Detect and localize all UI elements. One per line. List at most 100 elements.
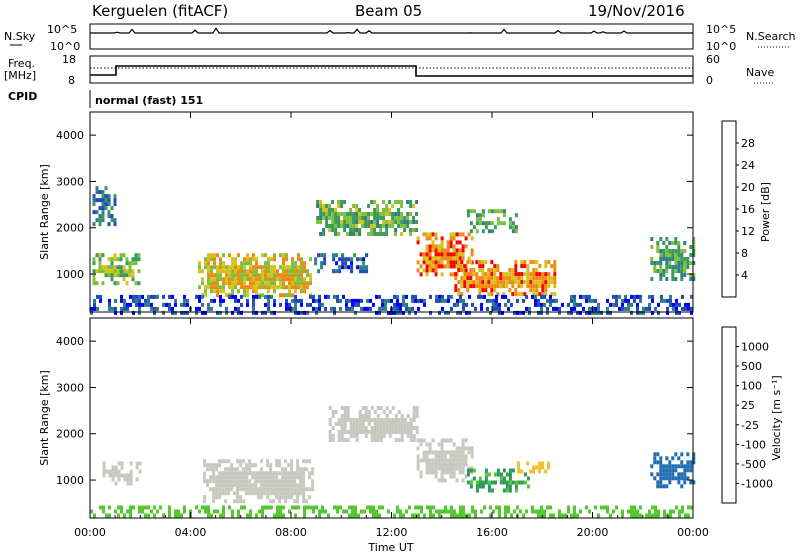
heatmap-cell	[228, 277, 231, 282]
heatmap-cell	[269, 475, 273, 480]
heatmap-cell	[237, 513, 240, 518]
heatmap-cell	[373, 434, 377, 438]
heatmap-cell	[328, 434, 332, 438]
heatmap-cell	[681, 505, 684, 510]
heatmap-cell	[348, 505, 351, 510]
heatmap-cell	[446, 470, 450, 475]
heatmap-cell	[517, 465, 521, 470]
heatmap-cell	[674, 464, 678, 469]
heatmap-cell	[365, 269, 369, 274]
heatmap-cell	[372, 302, 375, 307]
heatmap-cell	[116, 265, 120, 270]
heatmap-cell	[425, 454, 429, 459]
heatmap-cell	[334, 228, 338, 232]
heatmap-cell	[422, 232, 426, 237]
heatmap-cell	[318, 302, 321, 307]
heatmap-cell	[294, 261, 297, 266]
heatmap-cell	[239, 471, 243, 476]
heatmap-cell	[255, 269, 258, 274]
heatmap-cell	[385, 204, 389, 208]
heatmap-cell	[469, 229, 473, 234]
heatmap-cell	[252, 285, 255, 290]
heatmap-cell	[183, 505, 186, 510]
heatmap-cell	[609, 310, 612, 315]
heatmap-cell	[461, 478, 465, 483]
heatmap-cell	[525, 294, 528, 299]
heatmap-cell	[312, 294, 315, 299]
heatmap-cell	[472, 476, 476, 481]
heatmap-cell	[444, 509, 447, 514]
heatmap-cell	[600, 310, 603, 315]
heatmap-cell	[397, 212, 401, 216]
heatmap-cell	[144, 298, 147, 303]
heatmap-cell	[215, 487, 219, 492]
heatmap-cell	[129, 302, 132, 307]
heatmap-cell	[456, 302, 459, 307]
heatmap-cell	[466, 284, 470, 289]
heatmap-cell	[101, 194, 105, 199]
heatmap-cell	[340, 422, 344, 426]
heatmap-cell	[470, 248, 474, 253]
heatmap-cell	[204, 505, 207, 510]
heatmap-cell	[434, 256, 438, 261]
heatmap-cell	[260, 479, 264, 484]
heatmap-cell	[458, 462, 462, 467]
heatmap-cell	[104, 206, 108, 211]
heatmap-cell	[345, 509, 348, 514]
heatmap-cell	[93, 302, 96, 307]
heatmap-cell	[526, 484, 530, 489]
heatmap-cell	[674, 241, 678, 245]
colorbar-tick-label: 500	[741, 360, 762, 373]
heatmap-cell	[663, 298, 666, 303]
heatmap-cell	[201, 310, 204, 315]
heatmap-cell	[526, 272, 530, 277]
heatmap-cell	[101, 265, 105, 270]
heatmap-cell	[212, 463, 216, 468]
heatmap-cell	[553, 268, 557, 273]
heatmap-cell	[275, 479, 279, 484]
heatmap-cell	[467, 256, 471, 261]
heatmap-cell	[397, 426, 401, 430]
heatmap-cell	[361, 224, 365, 228]
heatmap-cell	[437, 260, 441, 265]
heatmap-cell	[122, 273, 126, 278]
freq-left-tick-bottom: 8	[68, 74, 75, 87]
heatmap-cell	[110, 214, 114, 219]
noise-line	[90, 27, 693, 34]
heatmap-cell	[505, 280, 509, 285]
heatmap-cell	[541, 276, 545, 281]
heatmap-cell	[101, 202, 105, 207]
heatmap-cell	[449, 462, 453, 467]
heatmap-cell	[246, 298, 249, 303]
heatmap-cell	[138, 509, 141, 514]
heatmap-cell	[206, 479, 210, 484]
heatmap-cell	[522, 310, 525, 315]
heatmap-cell	[422, 268, 426, 273]
heatmap-cell	[288, 293, 291, 298]
heatmap-cell	[144, 513, 147, 518]
heatmap-cell	[446, 264, 450, 269]
heatmap-cell	[416, 458, 420, 463]
heatmap-cell	[358, 208, 362, 212]
heatmap-cell	[234, 265, 237, 270]
heatmap-cell	[428, 232, 432, 237]
heatmap-cell	[352, 212, 356, 216]
heatmap-cell	[443, 256, 447, 261]
heatmap-cell	[475, 480, 479, 485]
heatmap-cell	[452, 252, 456, 257]
heatmap-cell	[249, 281, 252, 286]
heatmap-cell	[516, 505, 519, 510]
heatmap-cell	[499, 472, 503, 477]
heatmap-cell	[668, 249, 672, 253]
heatmap-cell	[662, 468, 666, 473]
heatmap-cell	[291, 261, 294, 266]
heatmap-cell	[230, 483, 234, 488]
heatmap-cell	[236, 459, 240, 464]
heatmap-cell	[346, 414, 350, 418]
heatmap-cell	[92, 210, 96, 215]
heatmap-cell	[261, 513, 264, 518]
heatmap-cell	[478, 217, 482, 222]
heatmap-cell	[618, 294, 621, 299]
heatmap-cell	[675, 310, 678, 315]
heatmap-cell	[681, 294, 684, 299]
